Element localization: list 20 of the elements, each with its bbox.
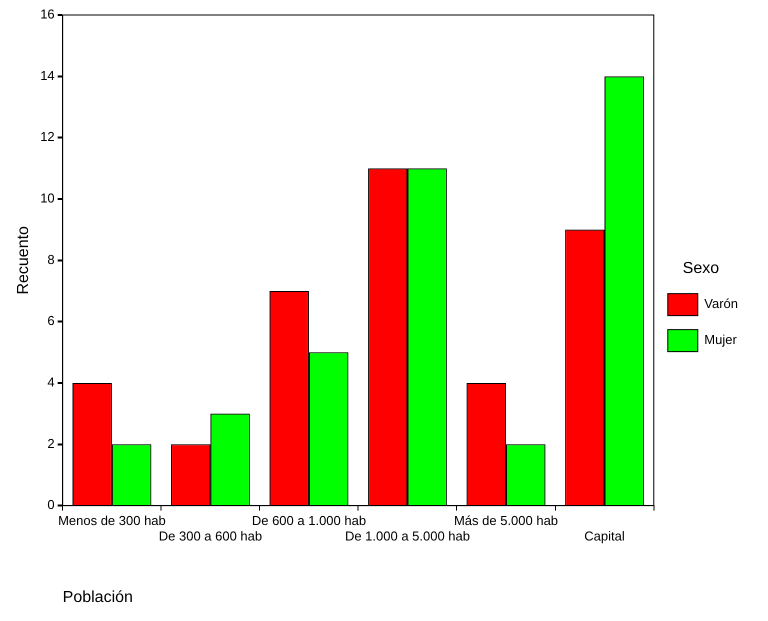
x-tick-label: De 1.000 a 5.000 hab: [344, 528, 470, 544]
legend-label: Varón: [704, 296, 738, 312]
y-axis-title: Recuento: [15, 226, 32, 295]
y-tick-label: 10: [40, 190, 55, 206]
x-tick-label: Menos de 300 hab: [58, 512, 166, 528]
legend-label: Mujer: [704, 332, 738, 348]
y-tick-label: 16: [40, 6, 55, 22]
x-tick-label: De 300 a 600 hab: [158, 528, 262, 544]
x-tick-label: Capital: [584, 528, 625, 544]
y-tick-label: 4: [47, 374, 55, 390]
y-tick-label: 6: [47, 313, 55, 328]
y-tick-label: 2: [47, 436, 55, 451]
x-tick-label: De 600 a 1.000 hab: [252, 512, 366, 528]
x-tick-label: Más de 5.000 hab: [454, 512, 558, 528]
x-axis-title: Población: [62, 588, 133, 606]
legend-title: Sexo: [682, 260, 720, 277]
y-tick-label: 0: [47, 497, 55, 512]
y-tick-label: 14: [40, 68, 55, 83]
y-tick-label: 12: [40, 129, 55, 144]
y-tick-label: 8: [47, 252, 55, 267]
